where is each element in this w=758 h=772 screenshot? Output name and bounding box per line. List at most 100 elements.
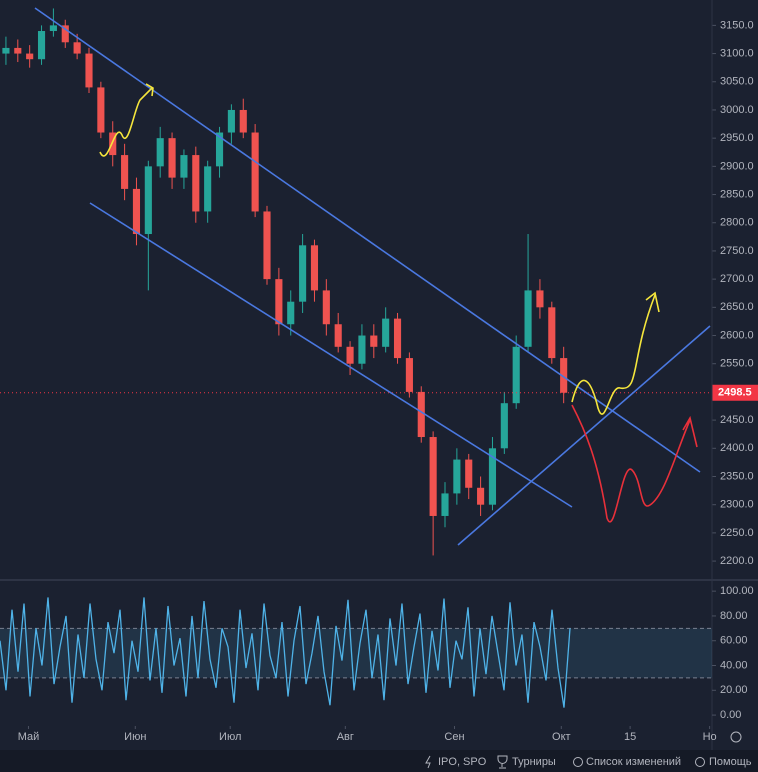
candle-body [548, 307, 556, 359]
candle-body [334, 324, 342, 347]
candle-body [204, 166, 212, 212]
y-tick-label: 60.00 [720, 635, 748, 647]
candle-body [299, 245, 307, 302]
last-price-label: 2498.5 [718, 387, 752, 399]
candle-body [536, 290, 544, 308]
y-tick-label: 2700.0 [720, 273, 754, 285]
trend-line [89, 202, 573, 508]
candle-body [109, 132, 117, 156]
candle-body [132, 188, 141, 235]
y-tick-label: 2900.0 [720, 160, 754, 172]
candle-body [73, 42, 81, 54]
candle-body [393, 318, 402, 359]
candle-body [215, 132, 224, 167]
y-tick-label: 3050.0 [720, 76, 754, 88]
candle-body [2, 47, 10, 54]
candle-body [477, 487, 485, 505]
forecast-arrow [571, 291, 660, 415]
y-tick-label: 40.00 [720, 659, 748, 671]
candle-body [144, 166, 152, 235]
icon [695, 757, 705, 767]
candle-body [61, 25, 69, 43]
candle-body [37, 31, 46, 60]
candle-body [287, 301, 295, 325]
x-tick-label: Июн [124, 731, 146, 743]
icon [573, 757, 583, 767]
oscillator-pane: 0.00 20.00 40.00 60.00 80.00 100.00 [0, 585, 754, 721]
candle-body [192, 155, 200, 212]
y-tick-label: 20.00 [720, 684, 748, 696]
candle-body [85, 53, 93, 88]
trend-line [34, 7, 701, 473]
candle-body [14, 47, 22, 54]
toolbar-item[interactable]: Турниры [512, 756, 556, 768]
y-tick-label: 2450.0 [720, 414, 754, 426]
icon [497, 755, 508, 769]
y-tick-label: 2400.0 [720, 442, 754, 454]
x-tick-label: Авг [337, 731, 354, 743]
candle-body [453, 459, 461, 494]
candle-body [121, 155, 129, 189]
candle-body [310, 245, 319, 291]
candle-body [239, 109, 247, 133]
toolbar-item[interactable]: Список изменений [586, 756, 681, 768]
candle-body [488, 448, 497, 505]
oscillator-line [0, 597, 571, 708]
y-tick-label: 2650.0 [720, 301, 754, 313]
y-tick-label: 0.00 [720, 709, 741, 721]
y-tick-label: 2200.0 [720, 555, 754, 567]
last-price-box [712, 384, 758, 401]
settings-icon[interactable] [730, 731, 742, 743]
candle-body [441, 493, 449, 516]
candle-body [405, 358, 413, 392]
y-tick-label: 2800.0 [720, 217, 754, 229]
x-tick-label: Май [18, 731, 40, 743]
candle-body [382, 318, 390, 347]
candle-body [156, 138, 164, 167]
candle-body [500, 403, 508, 449]
y-tick-label: 2300.0 [720, 499, 754, 511]
candle-body [322, 290, 330, 325]
candle-body [560, 358, 568, 393]
y-tick-label: 80.00 [720, 610, 748, 622]
price-pane: 2200.02250.02300.02350.02400.02450.02500… [0, 8, 758, 567]
candle-body [97, 87, 105, 133]
trend-line [457, 325, 711, 546]
icon [425, 755, 431, 769]
x-tick-label: Окт [552, 731, 571, 743]
y-tick-label: 2750.0 [720, 245, 754, 257]
candle-body [275, 279, 283, 325]
toolbar-item[interactable]: Помощь [709, 756, 752, 768]
drawings [34, 7, 711, 546]
candle-body [346, 346, 354, 364]
candle-body [524, 290, 532, 347]
candle-body [227, 109, 235, 133]
y-tick-label: 3150.0 [720, 19, 754, 31]
y-tick-label: 3000.0 [720, 104, 754, 116]
candle-body [512, 346, 520, 404]
candle-body [251, 132, 259, 212]
x-tick-label: Июл [219, 731, 241, 743]
x-axis: Май Июн Июл Авг Сен Окт 15 Но [18, 726, 717, 743]
y-tick-label: 2950.0 [720, 132, 754, 144]
candle-body [417, 391, 425, 438]
candle-body [429, 437, 437, 516]
candle-body [168, 138, 176, 178]
forecast-arrow [571, 404, 698, 523]
toolbar-item[interactable]: IPO, SPO [438, 756, 487, 768]
y-tick-label: 2250.0 [720, 527, 754, 539]
candle-body [370, 335, 378, 347]
y-tick-label: 100.00 [720, 585, 754, 597]
candle-body [465, 459, 473, 488]
x-tick-label: Сен [444, 731, 464, 743]
candle-body [263, 211, 271, 280]
x-tick-label: 15 [624, 731, 636, 743]
y-tick-label: 3100.0 [720, 47, 754, 59]
candle-body [49, 25, 57, 32]
forecast-arrow [99, 83, 154, 157]
candle-body [180, 155, 188, 178]
candle-body [358, 335, 366, 364]
y-tick-label: 2350.0 [720, 470, 754, 482]
y-tick-label: 2600.0 [720, 329, 754, 341]
